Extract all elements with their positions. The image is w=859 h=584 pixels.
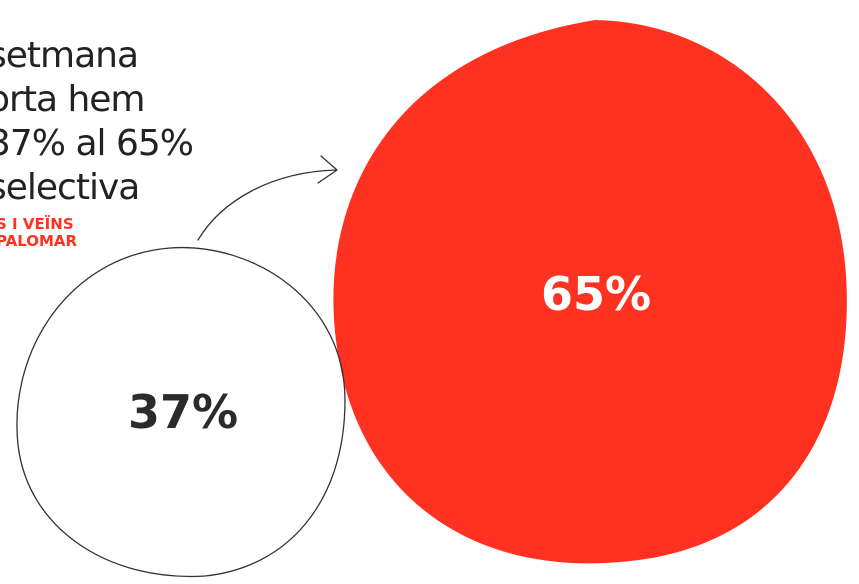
byline: S I VEÏNS PALOMAR <box>0 216 77 250</box>
headline-line: orta hem <box>0 79 145 120</box>
byline-line: S I VEÏNS <box>0 215 74 233</box>
before-blob-outline <box>16 246 346 578</box>
headline-line: 37% al 65% <box>0 123 194 164</box>
before-percentage: 37% <box>127 385 239 439</box>
after-blob <box>333 20 847 564</box>
headline: setmana orta hem 37% al 65% selectiva <box>0 34 194 210</box>
after-percentage: 65% <box>540 267 652 321</box>
byline-line: PALOMAR <box>0 232 78 250</box>
curved-arrow-icon <box>197 155 338 241</box>
headline-line: selectiva <box>0 167 140 208</box>
headline-line: setmana <box>0 35 139 76</box>
